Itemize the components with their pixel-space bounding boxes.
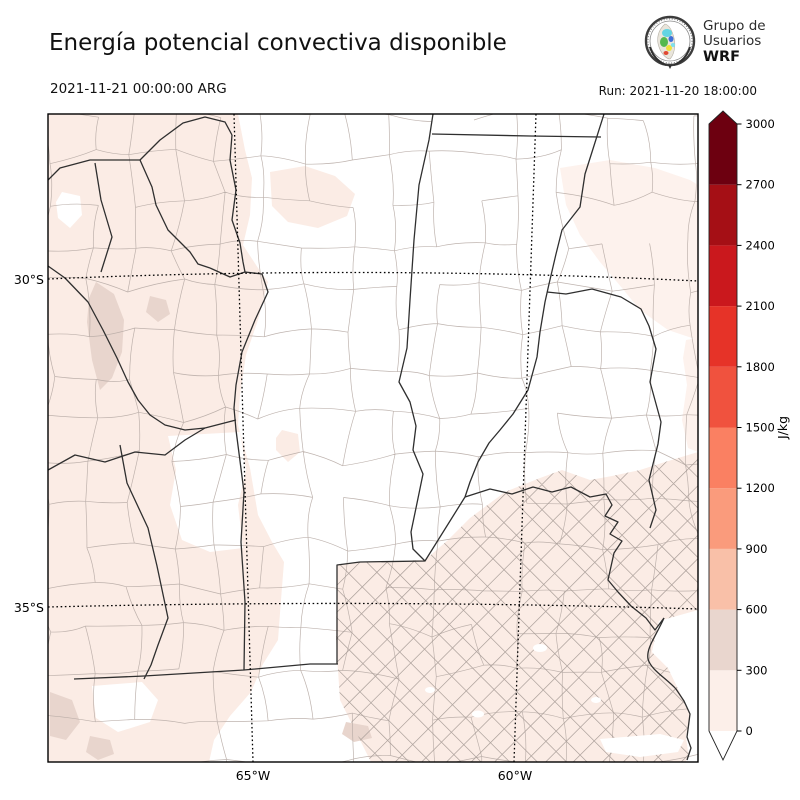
colorbar-tick-label: 0 (746, 724, 753, 738)
cape-300-600-patch (86, 736, 114, 760)
province-border (119, 444, 169, 680)
logo-line-2: Usuarios (703, 33, 762, 50)
province-border (398, 114, 434, 562)
colorbar-tick-label: 300 (746, 663, 768, 677)
cape-zero-patch (56, 192, 82, 228)
department-borders-mesh (48, 114, 698, 762)
province-border (464, 114, 605, 498)
axis-label: 35°S (14, 600, 44, 615)
logo-text: Grupo de Usuarios WRF (703, 17, 766, 66)
graticule-line (513, 114, 537, 762)
province-border (209, 267, 263, 278)
colorbar-tick-label: 2400 (746, 238, 775, 252)
map-layers (48, 114, 698, 762)
page-title: Energía potencial convectiva disponible (49, 30, 507, 56)
province-border (73, 663, 338, 680)
graticule-line (233, 114, 254, 762)
logo-radar-blob-cyan-small (671, 43, 675, 47)
colorbar-tick-label: 1800 (746, 360, 775, 374)
logo-radar-blob-red (663, 51, 669, 55)
cape-zero-patch (168, 432, 246, 552)
colorbar-segment (709, 670, 737, 731)
wrf-logo-globe-icon (644, 15, 696, 69)
colorbar-tick-label: 900 (746, 542, 768, 556)
province-border (48, 265, 206, 431)
colorbar-tick-label: 600 (746, 603, 768, 617)
province-border (94, 162, 113, 273)
cape-shaded-region (560, 160, 698, 340)
cape-shaded-region (48, 114, 284, 762)
cape-shaded-region (270, 166, 355, 228)
logo-ribbon (668, 65, 672, 69)
cape-shaded-region (336, 452, 698, 762)
colorbar-tick-label: 1500 (746, 421, 775, 435)
colorbar-tick-label: 2100 (746, 299, 775, 313)
province-border (233, 273, 269, 671)
colorbar-segment (709, 184, 737, 246)
colorbar-segment (709, 245, 737, 307)
province-border (647, 617, 692, 761)
logo-laurel-left (649, 46, 667, 66)
lake (472, 710, 484, 718)
colorbar-under-arrow (709, 731, 737, 760)
colorbar-segment (709, 366, 737, 428)
province-border (48, 159, 211, 269)
ocean-region (600, 734, 684, 757)
province-border (229, 134, 246, 273)
colorbar-segment (709, 124, 737, 185)
logo-text-ring (647, 18, 693, 64)
graticule-line (48, 602, 698, 610)
map-frame (47, 113, 699, 763)
logo-radar-blob-cyan (662, 29, 672, 37)
valid-datetime-label: 2021-11-21 00:00:00 ARG (50, 81, 227, 97)
province-border (464, 486, 665, 631)
axis-label: 60°W (498, 768, 533, 783)
colorbar-segment (709, 306, 737, 367)
colorbar-tick-label: 2700 (746, 178, 775, 192)
logo-laurel-right (673, 46, 691, 66)
colorbar-tick-label: 3000 (746, 117, 775, 131)
axis-label: 65°W (236, 768, 271, 783)
province-border (48, 419, 237, 471)
province-border (546, 288, 662, 529)
colorbar-tick-label: 1200 (746, 481, 775, 495)
logo-radar-blob-blue (668, 36, 674, 42)
colorbar-segment (709, 427, 737, 489)
province-border (431, 133, 602, 138)
logo-radar-blob-green (660, 37, 668, 47)
logo-line-3: WRF (703, 48, 741, 65)
logo-radar-blob-yellow (666, 45, 672, 51)
ocean-region (652, 610, 698, 752)
colorbar-over-arrow (709, 111, 737, 124)
colorbar-segment (709, 488, 737, 549)
colorbar-segment (709, 548, 737, 610)
lake (591, 697, 601, 703)
cape-300-600-patch (146, 296, 170, 322)
cape-300-600-patch (342, 722, 372, 742)
colorbar-unit-label: J/kg (775, 416, 790, 440)
cape-300-600-patch (50, 692, 80, 740)
wrf-users-group-logo: Grupo de Usuarios WRF (643, 13, 800, 71)
model-run-label: Run: 2021-11-20 18:00:00 (598, 84, 757, 98)
lake (425, 687, 435, 693)
province-border (139, 116, 233, 161)
graticule-line (48, 271, 698, 282)
lake (533, 644, 547, 652)
axis-label: 30°S (14, 272, 44, 287)
colorbar-segment (709, 609, 737, 671)
logo-line-1: Grupo de (703, 17, 766, 34)
province-border (336, 496, 466, 664)
